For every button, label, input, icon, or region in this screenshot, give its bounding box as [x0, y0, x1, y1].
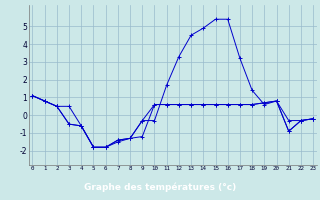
Text: Graphe des températures (°c): Graphe des températures (°c): [84, 182, 236, 192]
